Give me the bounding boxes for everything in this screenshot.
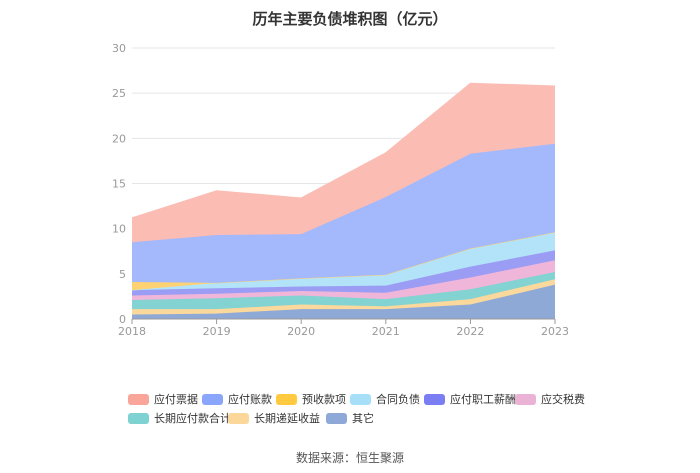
area-series-2	[132, 272, 555, 310]
area-series-8	[132, 83, 555, 243]
y-tick-label: 25	[112, 87, 126, 100]
area-edge-8	[131, 82, 556, 219]
x-tick-label: 2018	[118, 325, 146, 338]
x-tick-label: 2023	[541, 325, 569, 338]
y-tick-label: 0	[119, 313, 126, 326]
x-tick-label: 2019	[203, 325, 231, 338]
x-tick-label: 2022	[456, 325, 484, 338]
area-series-3	[132, 260, 555, 301]
area-series-7	[132, 143, 555, 283]
y-tick-label: 5	[119, 268, 126, 281]
area-series-1	[132, 279, 555, 315]
area-series-0	[132, 284, 555, 319]
chart-title: 历年主要负债堆积图（亿元）	[252, 10, 448, 28]
y-tick-label: 30	[112, 42, 126, 55]
area-edge-4	[131, 249, 556, 291]
area-series-6	[132, 232, 555, 291]
x-tick-label: 2021	[372, 325, 400, 338]
y-tick-label: 20	[112, 132, 126, 145]
y-tick-label: 10	[112, 223, 126, 236]
y-tick-label: 15	[112, 178, 126, 191]
data-source: 数据来源：恒生聚源	[295, 451, 404, 465]
area-series-5	[132, 232, 555, 291]
x-tick-label: 2020	[287, 325, 315, 338]
area-edge-6	[131, 231, 556, 284]
